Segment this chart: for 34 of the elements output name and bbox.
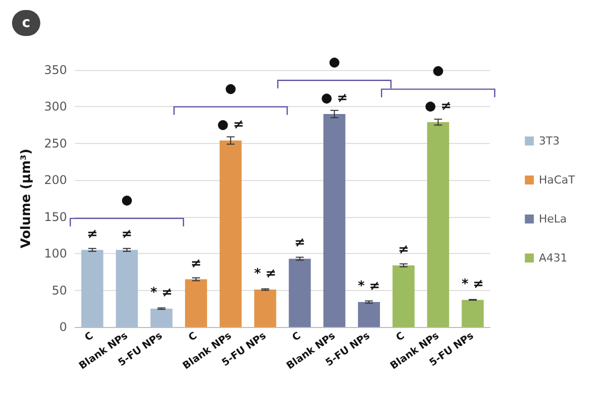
data-label: ≠ [190,256,202,272]
legend-label: A431 [538,252,568,264]
data-label: ≠ [398,242,409,258]
y-tick-label: 200 [44,173,67,188]
x-tick-label: C [83,330,96,344]
x-tick-label: C [290,330,303,344]
x-tick-label: C [186,330,200,344]
data-label: * ≠ [462,276,484,292]
data-label: ≠ [121,226,132,242]
data-label: * ≠ [358,279,380,294]
y-tick-label: 100 [44,246,67,261]
text: ● [328,54,340,70]
data-label: * ≠ [150,286,173,301]
annotation: ● [432,64,444,79]
y-tick-label: 50 [52,283,67,298]
y-tick-label: 250 [44,136,67,150]
data-label: ● ≠ [424,99,452,114]
x-tick-label: C [394,330,407,344]
y-tick-label: 300 [44,100,67,114]
annotation: ● [224,81,236,96]
data-label: * ≠ [254,266,276,282]
chart-title: c [22,15,30,31]
annotation: ● [121,192,133,208]
y-tick-label: 350 [44,63,67,77]
data-label: ● ≠ [320,91,348,106]
data-label: ≠ [294,236,306,251]
legend-label: 3T3 [538,134,560,148]
legend-label: HaCaT [538,174,576,186]
data-label: ≠ [86,226,98,242]
y-tick-label: 0 [59,320,67,334]
legend-label: HeLa [538,212,567,226]
data-label: ● ≠ [217,117,244,132]
y-tick-label: 150 [44,210,67,224]
y-axis-title: Volume (µm³) [19,148,34,248]
